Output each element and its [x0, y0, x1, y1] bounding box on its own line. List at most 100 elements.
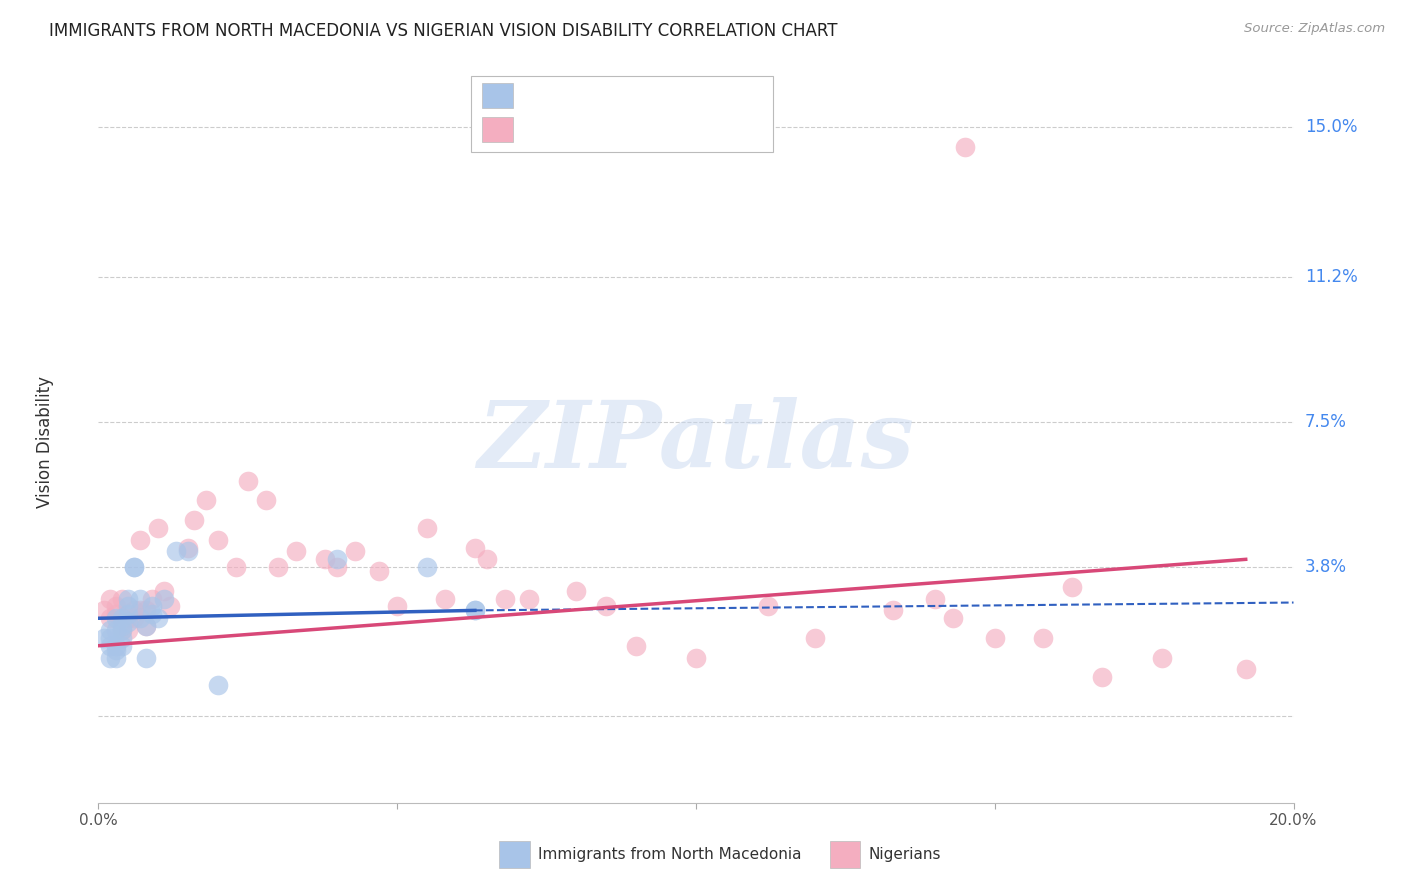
Point [236, 474, 259, 488]
Text: 11.2%: 11.2% [1305, 268, 1357, 285]
Point [225, 560, 247, 574]
Point [111, 631, 134, 645]
Point [953, 140, 976, 154]
Point [93, 603, 115, 617]
Point [129, 603, 152, 617]
Point [267, 560, 290, 574]
Point [117, 607, 139, 622]
Point [105, 607, 128, 622]
Point [135, 619, 157, 633]
Point [129, 533, 152, 547]
Text: Source: ZipAtlas.com: Source: ZipAtlas.com [1244, 22, 1385, 36]
Point [117, 591, 139, 606]
Point [284, 544, 307, 558]
Point [565, 583, 588, 598]
Point [141, 599, 163, 614]
Text: 0.185: 0.185 [546, 122, 593, 136]
Point [98, 591, 122, 606]
Point [195, 493, 218, 508]
Point [98, 623, 122, 637]
Point [1062, 580, 1084, 594]
Point [804, 631, 827, 645]
Point [105, 639, 128, 653]
Point [464, 603, 486, 617]
Point [517, 591, 540, 606]
Point [1032, 631, 1054, 645]
Text: 55: 55 [626, 122, 647, 136]
Point [207, 533, 229, 547]
Point [117, 611, 139, 625]
Point [117, 615, 139, 630]
Text: N =: N = [600, 88, 634, 103]
Point [129, 611, 152, 625]
Point [135, 603, 157, 617]
Point [416, 560, 439, 574]
Point [98, 611, 122, 625]
Point [111, 623, 134, 637]
Point [685, 650, 707, 665]
Point [135, 650, 157, 665]
Point [117, 599, 139, 614]
Point [159, 599, 181, 614]
Point [1152, 650, 1174, 665]
Point [105, 599, 128, 614]
Point [98, 639, 122, 653]
Point [98, 650, 122, 665]
Point [124, 560, 146, 574]
Text: R =: R = [519, 122, 553, 136]
Text: R =: R = [519, 88, 553, 103]
Point [165, 544, 187, 558]
Text: 15.0%: 15.0% [1305, 119, 1357, 136]
Text: 7.5%: 7.5% [1305, 413, 1347, 431]
Point [326, 560, 349, 574]
Text: Immigrants from North Macedonia: Immigrants from North Macedonia [538, 847, 801, 862]
Point [984, 631, 1007, 645]
Point [207, 678, 229, 692]
Point [105, 623, 128, 637]
Point [105, 650, 128, 665]
Text: 0.018: 0.018 [546, 88, 593, 103]
Point [105, 611, 128, 625]
Point [124, 603, 146, 617]
Point [464, 541, 486, 555]
Point [1091, 670, 1114, 684]
Point [942, 611, 965, 625]
Point [416, 521, 439, 535]
Point [464, 603, 486, 617]
Point [124, 560, 146, 574]
Point [148, 611, 170, 625]
Point [434, 591, 457, 606]
Point [756, 599, 779, 614]
Text: 3.8%: 3.8% [1305, 558, 1347, 576]
Text: Vision Disability: Vision Disability [35, 376, 53, 508]
Point [129, 591, 152, 606]
Point [141, 591, 163, 606]
Point [177, 544, 200, 558]
Point [326, 552, 349, 566]
Point [148, 521, 170, 535]
Text: 36: 36 [626, 88, 647, 103]
Point [98, 631, 122, 645]
Point [124, 611, 146, 625]
Point [626, 639, 648, 653]
Point [111, 591, 134, 606]
Point [882, 603, 904, 617]
Point [141, 607, 163, 622]
Point [254, 493, 277, 508]
Point [111, 639, 134, 653]
Text: Nigerians: Nigerians [869, 847, 942, 862]
Point [368, 564, 391, 578]
Point [111, 619, 134, 633]
Point [177, 541, 200, 555]
Point [595, 599, 617, 614]
Point [344, 544, 367, 558]
Text: IMMIGRANTS FROM NORTH MACEDONIA VS NIGERIAN VISION DISABILITY CORRELATION CHART: IMMIGRANTS FROM NORTH MACEDONIA VS NIGER… [49, 22, 838, 40]
Point [924, 591, 946, 606]
Point [385, 599, 409, 614]
Point [1234, 662, 1257, 676]
Point [183, 513, 205, 527]
Point [475, 552, 498, 566]
Point [111, 623, 134, 637]
Point [315, 552, 337, 566]
Text: ZIPatlas: ZIPatlas [478, 397, 914, 486]
